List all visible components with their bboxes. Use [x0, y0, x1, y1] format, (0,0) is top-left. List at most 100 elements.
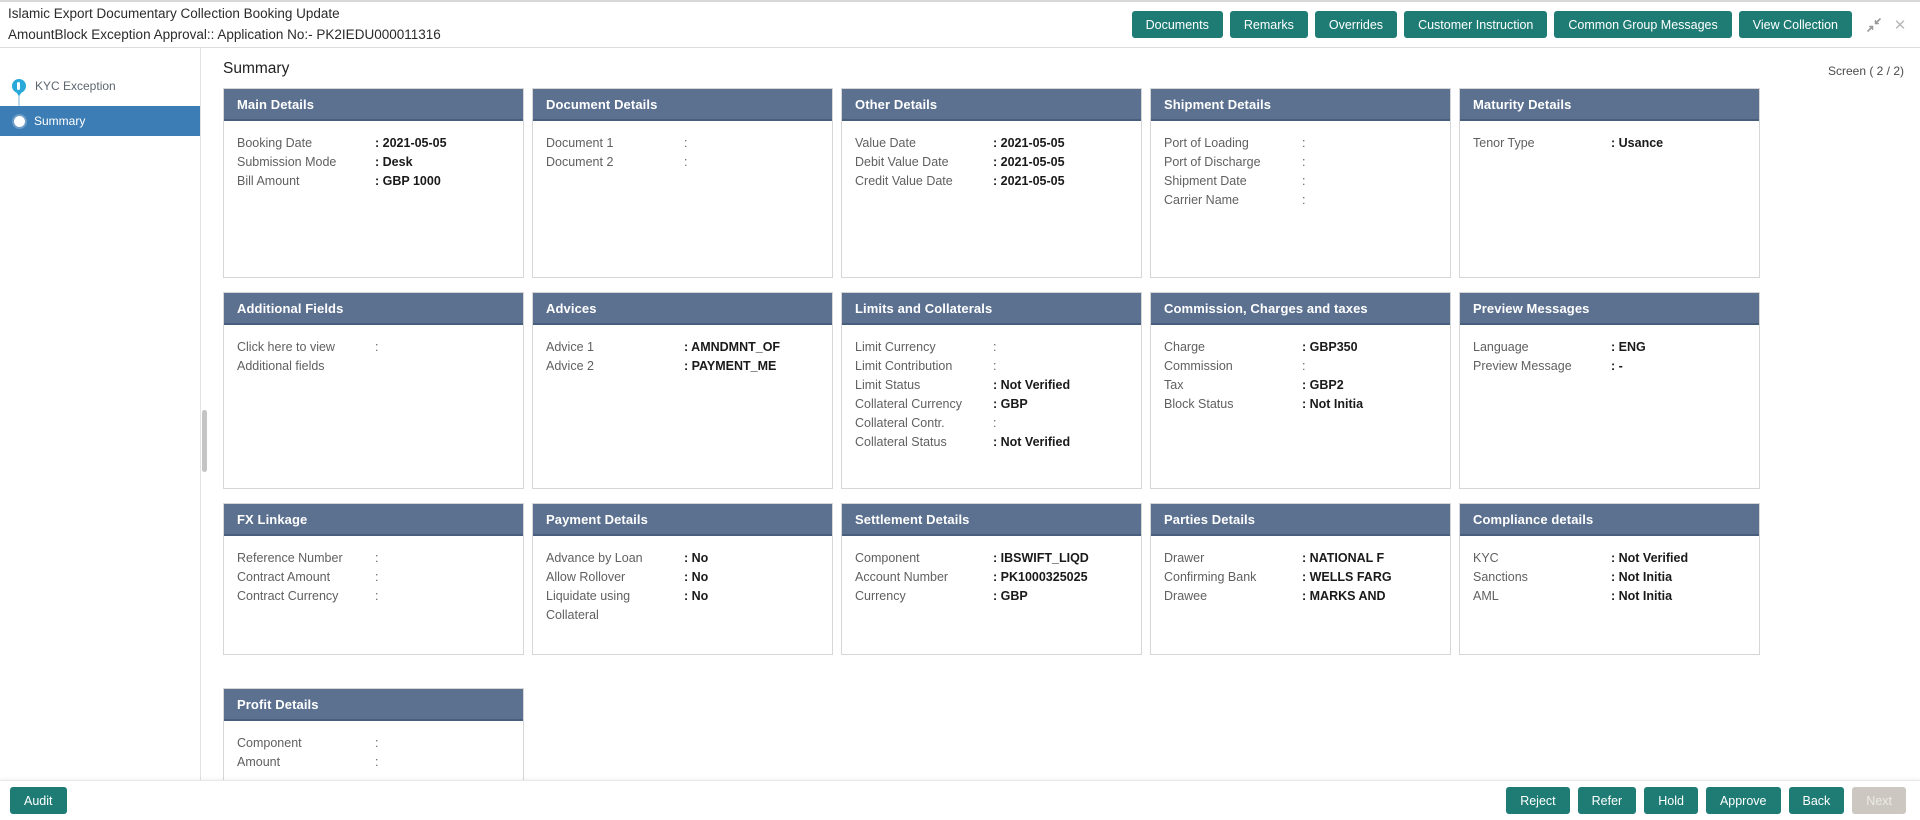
card-other-details: Other Details Value Date: 2021-05-05 Debit…	[841, 88, 1142, 278]
common-group-messages-button[interactable]: Common Group Messages	[1554, 11, 1732, 38]
card-title-fx-linkage[interactable]: FX Linkage	[224, 504, 523, 536]
field-click-here-to-view-additional-fields: Click here to view Additional fields:	[237, 338, 513, 376]
collapse-icon[interactable]	[1864, 15, 1884, 35]
card-title-maturity-details[interactable]: Maturity Details	[1460, 89, 1759, 121]
approve-button[interactable]: Approve	[1705, 787, 1781, 814]
window-top-strip	[0, 0, 1920, 2]
card-title-other-details[interactable]: Other Details	[842, 89, 1141, 121]
card-body: Document 1: Document 2:	[533, 121, 832, 172]
card-title-advices[interactable]: Advices	[533, 293, 832, 325]
card-shipment-details: Shipment Details Port of Loading: Port of …	[1150, 88, 1451, 278]
field-value: :	[1302, 155, 1306, 169]
card-document-details: Document Details Document 1: Document 2:	[532, 88, 833, 278]
field-limit-contribution: Limit Contribution:	[855, 357, 1131, 376]
card-compliance-details: Compliance details KYC: Not Verified Sanct…	[1459, 503, 1760, 655]
field-drawee: Drawee: MARKS AND	[1164, 587, 1440, 606]
close-icon[interactable]: ✕	[1893, 16, 1907, 34]
hold-button[interactable]: Hold	[1644, 787, 1698, 814]
field-label: Currency	[855, 589, 906, 603]
field-confirming-bank: Confirming Bank: WELLS FARG	[1164, 568, 1440, 587]
action-footer: Audit Reject Refer Hold Approve Back Next	[0, 780, 1920, 820]
field-component: Component:	[237, 734, 513, 753]
field-value: :	[993, 416, 997, 430]
card-title-parties-details[interactable]: Parties Details	[1151, 504, 1450, 536]
card-title-commission-charges-and-taxes[interactable]: Commission, Charges and taxes	[1151, 293, 1450, 325]
footer-actions: Reject Refer Hold Approve Back Next	[1506, 787, 1906, 814]
field-label: Preview Message	[1473, 359, 1572, 373]
field-value: : Not Verified	[993, 435, 1071, 449]
card-title-shipment-details[interactable]: Shipment Details	[1151, 89, 1450, 121]
sidebar-step-summary[interactable]: Summary	[0, 106, 200, 136]
field-value: : Not Initia	[1302, 397, 1364, 411]
reject-button[interactable]: Reject	[1506, 787, 1570, 814]
view-collection-button[interactable]: View Collection	[1738, 11, 1852, 38]
card-title-compliance-details[interactable]: Compliance details	[1460, 504, 1759, 536]
field-value: : -	[1611, 359, 1623, 373]
card-title-preview-messages[interactable]: Preview Messages	[1460, 293, 1759, 325]
field-label: Submission Mode	[237, 155, 337, 169]
card-row-2: Additional Fields Click here to view Addi…	[223, 292, 1920, 489]
card-limits-and-collaterals: Limits and Collaterals Limit Currency: Lim…	[841, 292, 1142, 489]
field-account-number: Account Number: PK1000325025	[855, 568, 1131, 587]
remarks-button[interactable]: Remarks	[1229, 11, 1308, 38]
field-label: Charge	[1164, 340, 1205, 354]
field-value: :	[993, 340, 997, 354]
field-label[interactable]: Click here to view Additional fields	[237, 340, 335, 373]
card-payment-details: Payment Details Advance by Loan: No Allow …	[532, 503, 833, 655]
back-button[interactable]: Back	[1788, 787, 1845, 814]
card-title-main-details[interactable]: Main Details	[224, 89, 523, 121]
field-value: :	[684, 155, 688, 169]
field-label: Booking Date	[237, 136, 313, 150]
page-title-line1: Islamic Export Documentary Collection Bo…	[8, 6, 340, 22]
card-body: Component: Amount:	[224, 721, 523, 772]
card-title-payment-details[interactable]: Payment Details	[533, 504, 832, 536]
process-steps-sidebar: KYC Exception Summary	[0, 48, 200, 780]
field-label: Contract Currency	[237, 589, 339, 603]
card-additional-fields: Additional Fields Click here to view Addi…	[223, 292, 524, 489]
field-label: Language	[1473, 340, 1529, 354]
field-value: : GBP2	[1302, 378, 1344, 392]
field-tenor-type: Tenor Type: Usance	[1473, 134, 1749, 153]
card-parties-details: Parties Details Drawer: NATIONAL F Confirm…	[1150, 503, 1451, 655]
card-title-profit-details[interactable]: Profit Details	[224, 689, 523, 721]
card-profit-details: Profit Details Component: Amount:	[223, 688, 524, 780]
field-label: Carrier Name	[1164, 193, 1240, 207]
documents-button[interactable]: Documents	[1131, 11, 1223, 38]
card-body: Click here to view Additional fields:	[224, 325, 523, 376]
field-value: : NATIONAL F	[1302, 551, 1385, 565]
step-connector-line	[18, 95, 20, 115]
step-pin-icon	[12, 79, 26, 96]
card-title-limits-and-collaterals[interactable]: Limits and Collaterals	[842, 293, 1141, 325]
field-label: Liquidate using Collateral	[546, 589, 631, 622]
card-body: Booking Date: 2021-05-05 Submission Mode:…	[224, 121, 523, 191]
field-component: Component: IBSWIFT_LIQD	[855, 549, 1131, 568]
content-scrollbar-thumb[interactable]	[202, 410, 207, 472]
field-label: Collateral Contr.	[855, 416, 945, 430]
card-title-additional-fields[interactable]: Additional Fields	[224, 293, 523, 325]
card-title-settlement-details[interactable]: Settlement Details	[842, 504, 1141, 536]
field-value: : ENG	[1611, 340, 1646, 354]
field-language: Language : ENG	[1473, 338, 1749, 357]
field-value: :	[1302, 359, 1306, 373]
field-label: Document 1	[546, 136, 614, 150]
field-label: Limit Currency	[855, 340, 936, 354]
field-value-date: Value Date: 2021-05-05	[855, 134, 1131, 153]
screen-indicator: Screen ( 2 / 2)	[1827, 64, 1904, 78]
field-limit-currency: Limit Currency:	[855, 338, 1131, 357]
refer-button[interactable]: Refer	[1577, 787, 1637, 814]
field-value: : GBP350	[1302, 340, 1358, 354]
field-value: : 2021-05-05	[993, 136, 1065, 150]
field-advance-by-loan: Advance by Loan: No	[546, 549, 822, 568]
field-advice-1: Advice 1: AMNDMNT_OF	[546, 338, 822, 357]
card-title-document-details[interactable]: Document Details	[533, 89, 832, 121]
field-commission: Commission:	[1164, 357, 1440, 376]
field-document-2: Document 2:	[546, 153, 822, 172]
sidebar-step-kyc-exception[interactable]: KYC Exception	[0, 72, 200, 100]
field-preview-message: Preview Message : -	[1473, 357, 1749, 376]
overrides-button[interactable]: Overrides	[1314, 11, 1398, 38]
field-value: : 2021-05-05	[375, 136, 447, 150]
field-label: Component	[237, 736, 302, 750]
field-value: : Not Verified	[1611, 551, 1689, 565]
customer-instruction-button[interactable]: Customer Instruction	[1404, 11, 1548, 38]
audit-button[interactable]: Audit	[10, 787, 67, 814]
